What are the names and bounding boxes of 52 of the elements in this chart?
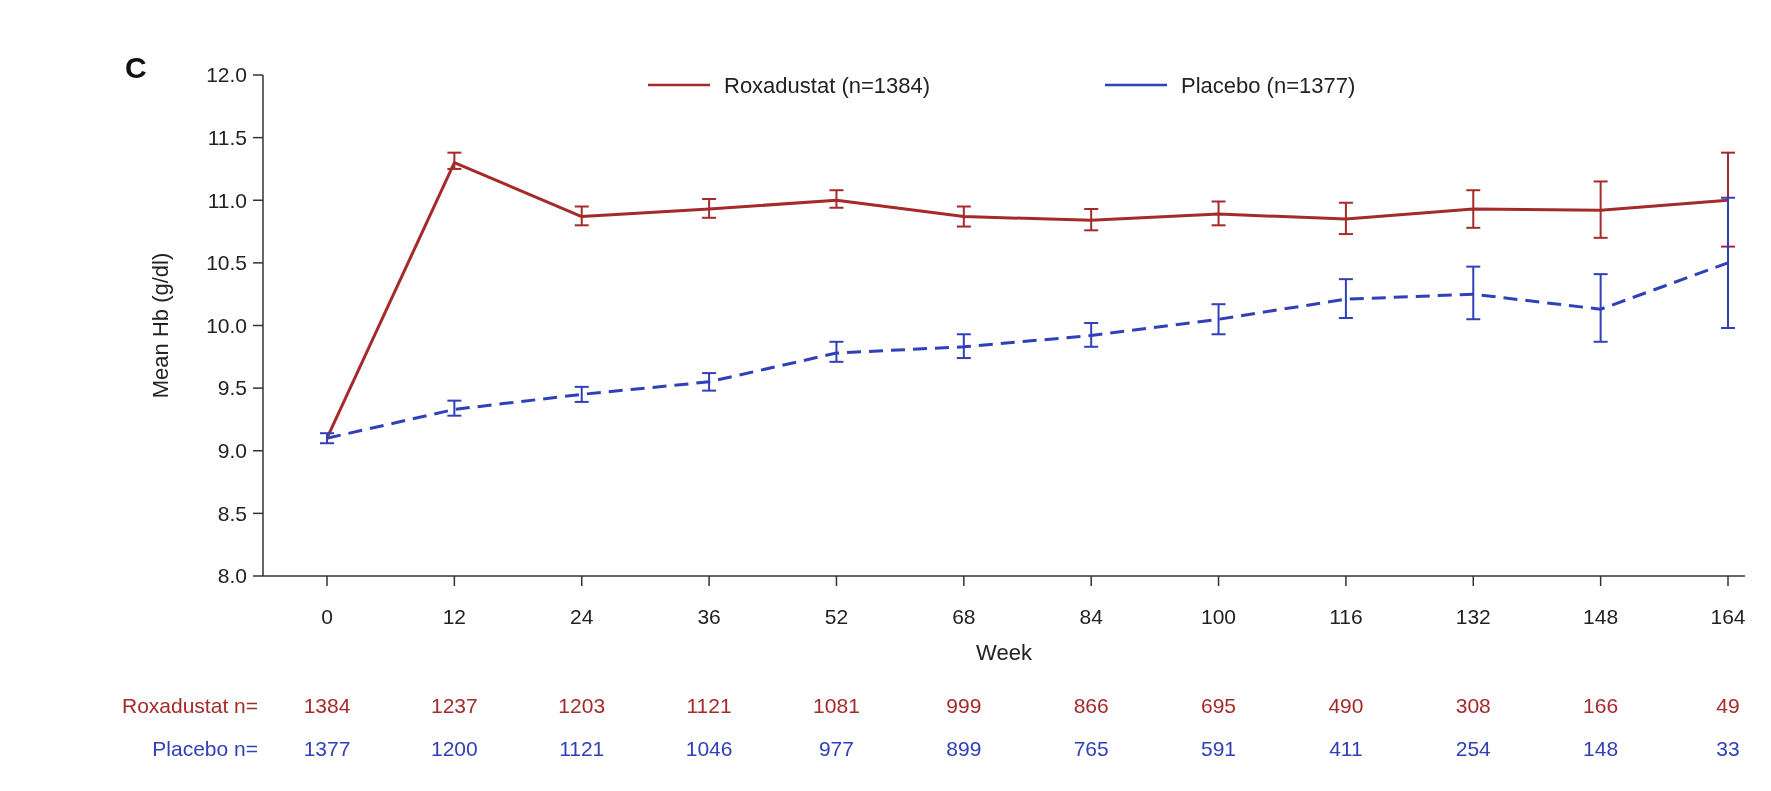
text: 411	[1329, 737, 1363, 761]
text: 765	[1073, 737, 1109, 761]
y-axis-title: Mean Hb (g/dl)	[148, 252, 173, 399]
x-tick-label: 52	[824, 605, 849, 628]
x-tick-label: 36	[697, 605, 721, 628]
y-tick-label: 8.0	[217, 564, 247, 588]
y-tick-label: 11.0	[207, 188, 247, 212]
text: 1121	[686, 694, 732, 718]
text: 33	[1716, 737, 1740, 761]
text: 899	[946, 737, 982, 761]
y-tick-label: 12.0	[206, 63, 247, 87]
text: 49	[1716, 694, 1740, 718]
y-tick-label: 11.5	[207, 125, 247, 149]
text: 490	[1328, 694, 1364, 718]
text: 1121	[559, 737, 605, 761]
x-tick-label: 132	[1455, 605, 1491, 628]
text: 1377	[303, 737, 351, 761]
x-tick-label: 164	[1710, 605, 1746, 628]
x-tick-label: 12	[442, 605, 467, 628]
text: 1384	[303, 694, 351, 718]
y-tick-label: 9.5	[217, 376, 247, 400]
text: 1200	[431, 737, 478, 761]
y-tick-label: 10.0	[206, 313, 247, 337]
y-tick-label: 8.5	[217, 501, 247, 525]
text: 308	[1455, 694, 1491, 718]
legend-label: Roxadustat (n=1384)	[724, 72, 931, 98]
x-tick-label: 24	[570, 605, 594, 628]
text: 1237	[431, 694, 478, 718]
text: Roxadustat n=	[121, 694, 258, 718]
x-tick-label: 148	[1583, 605, 1619, 628]
text: 977	[818, 737, 854, 761]
text: 148	[1583, 737, 1619, 761]
x-tick-label: 68	[952, 605, 976, 628]
y-tick-label: 10.5	[206, 251, 247, 275]
text: 866	[1073, 694, 1109, 718]
text: C	[125, 51, 147, 84]
text: 1081	[813, 694, 860, 718]
x-axis-title: Week	[976, 640, 1033, 665]
x-tick-label: 100	[1201, 605, 1237, 628]
x-tick-label: 84	[1079, 605, 1104, 628]
text: Placebo n=	[152, 737, 258, 761]
text: 999	[946, 694, 982, 718]
text: 166	[1583, 694, 1619, 718]
y-tick-label: 9.0	[217, 439, 247, 463]
text: 1046	[685, 737, 733, 761]
text: 254	[1455, 737, 1492, 761]
x-tick-label: 0	[321, 605, 333, 628]
text: 695	[1201, 694, 1237, 718]
text: 1203	[558, 694, 606, 718]
legend-label: Placebo (n=1377)	[1181, 72, 1356, 98]
x-tick-label: 116	[1329, 605, 1363, 628]
text: 591	[1201, 737, 1237, 761]
